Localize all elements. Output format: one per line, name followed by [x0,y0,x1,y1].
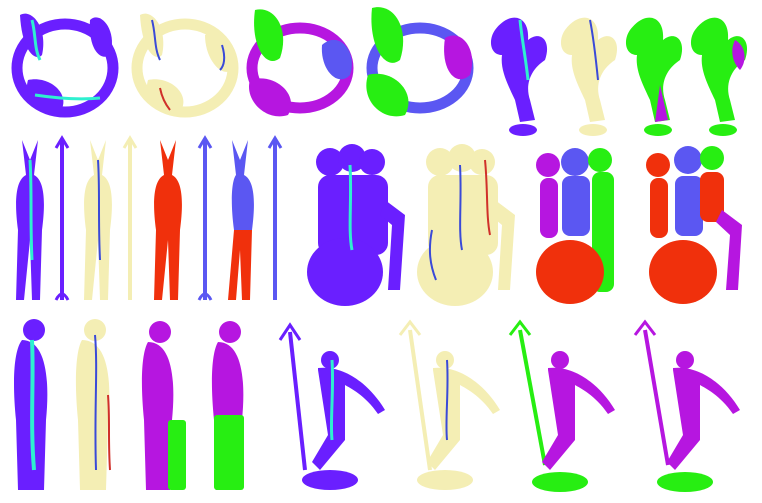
neptune-model-segmentation-b [633,319,740,492]
knot-model-boundaries [560,17,618,136]
statue-model-original [14,319,48,490]
neptune-model-original [278,322,385,490]
neptune-model-boundaries [398,319,500,490]
seated-model-original [307,144,405,306]
seated-model-segmentation-b [646,146,742,304]
ring-model-segmentation-a [246,9,354,117]
ring-model-original [11,13,119,118]
statue-model-boundaries [75,319,111,490]
anubis-model-original [16,135,70,301]
ring-model-boundaries [131,13,239,118]
seated-model-boundaries [417,144,515,306]
anubis-model-segmentation-b [228,135,283,300]
anubis-model-segmentation-a [154,135,213,301]
statue-model-segmentation-b [211,321,244,490]
row-2 [16,135,742,306]
seated-model-segmentation-a [536,148,614,304]
knot-model-segmentation-a [625,17,683,136]
ring-model-segmentation-b [366,7,474,117]
statue-model-segmentation-a [141,321,186,490]
knot-model-segmentation-b [690,17,748,136]
neptune-model-segmentation-a [508,319,615,492]
knot-model-original [490,17,548,136]
row-1 [11,7,748,136]
row-3 [14,319,740,492]
anubis-model-boundaries [84,135,138,300]
